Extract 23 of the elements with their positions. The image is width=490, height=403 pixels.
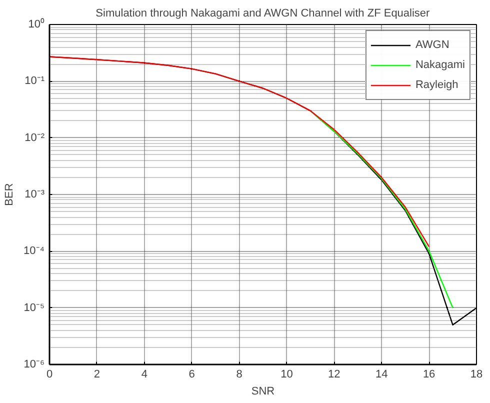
legend-label: AWGN — [415, 39, 450, 51]
y-axis-title: BER — [4, 183, 16, 206]
y-tick-label: 10⁻⁴ — [24, 245, 45, 258]
x-tick-label: 10 — [280, 368, 293, 380]
x-tick-label: 4 — [141, 368, 148, 380]
x-tick-label: 0 — [46, 368, 53, 380]
y-tick-label: 10⁻⁶ — [24, 358, 44, 370]
x-tick-label: 2 — [94, 368, 100, 380]
y-tick-label: 10⁻¹ — [24, 75, 45, 88]
x-tick-label: 12 — [328, 368, 340, 380]
x-tick-label: 18 — [470, 368, 483, 380]
x-tick-label: 14 — [375, 368, 388, 380]
y-tick-label: 10⁻³ — [24, 188, 45, 200]
x-tick-label: 6 — [188, 368, 195, 380]
x-tick-label: 8 — [236, 368, 242, 380]
chart-title: Simulation through Nakagami and AWGN Channel with ZF Equaliser — [96, 8, 430, 20]
x-axis-title: SNR — [251, 386, 275, 398]
x-tick-label: 16 — [422, 368, 436, 380]
y-tick-label: 10⁻⁵ — [24, 302, 44, 314]
y-tick-label: 10⁻² — [24, 132, 45, 144]
legend-label: Rayleigh — [415, 79, 458, 91]
y-tick-label: 10⁰ — [28, 18, 45, 30]
legend-label: Nakagami — [415, 59, 465, 71]
